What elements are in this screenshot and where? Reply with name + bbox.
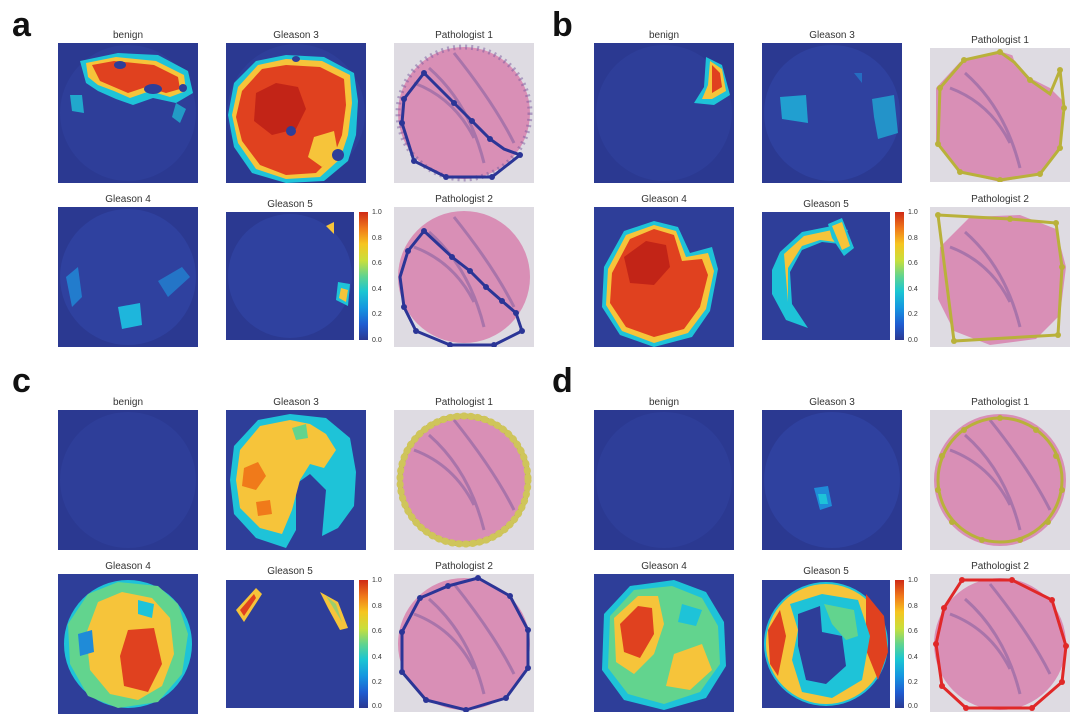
heatmap-gleason5-c bbox=[226, 580, 354, 708]
cbar-b-tick-1: 0.8 bbox=[908, 235, 918, 242]
tile-title-pathologist2-c: Pathologist 2 bbox=[435, 561, 493, 572]
tile-title-pathologist1-a: Pathologist 1 bbox=[435, 30, 493, 41]
tile-title-pathologist2-a: Pathologist 2 bbox=[435, 194, 493, 205]
cbar-a-tick-4: 0.2 bbox=[372, 311, 382, 318]
cbar-b-tick-4: 0.2 bbox=[908, 311, 918, 318]
cbar-d-tick-4: 0.2 bbox=[908, 679, 918, 686]
tile-title-gleason3-b: Gleason 3 bbox=[809, 30, 855, 41]
cbar-a-tick-1: 0.8 bbox=[372, 235, 382, 242]
panel-letter-a: a bbox=[12, 6, 31, 44]
panel-letter-d: d bbox=[552, 362, 573, 400]
histology-pathologist1-c bbox=[394, 410, 534, 550]
tile-title-gleason3-c: Gleason 3 bbox=[273, 397, 319, 408]
cbar-a-tick-5: 0.0 bbox=[372, 337, 382, 344]
cbar-c-tick-5: 0.0 bbox=[372, 703, 382, 710]
cbar-b-tick-3: 0.4 bbox=[908, 286, 918, 293]
panel-letter-b: b bbox=[552, 6, 573, 44]
cbar-a-tick-3: 0.4 bbox=[372, 286, 382, 293]
heatmap-gleason4-b bbox=[594, 207, 734, 347]
tile-title-gleason4-a: Gleason 4 bbox=[105, 194, 151, 205]
heatmap-gleason4-c bbox=[58, 574, 198, 714]
tile-title-pathologist1-b: Pathologist 1 bbox=[971, 35, 1029, 46]
cbar-d-tick-1: 0.8 bbox=[908, 603, 918, 610]
heatmap-gleason4-a bbox=[58, 207, 198, 347]
tile-title-pathologist2-b: Pathologist 2 bbox=[971, 194, 1029, 205]
histology-pathologist2-b bbox=[930, 207, 1070, 347]
cbar-c-tick-0: 1.0 bbox=[372, 577, 382, 584]
heatmap-benign-a bbox=[58, 43, 198, 183]
histology-pathologist1-d bbox=[930, 410, 1070, 550]
cbar-b-tick-2: 0.6 bbox=[908, 260, 918, 267]
cbar-b-tick-0: 1.0 bbox=[908, 209, 918, 216]
cbar-d-tick-5: 0.0 bbox=[908, 703, 918, 710]
tile-title-gleason4-d: Gleason 4 bbox=[641, 561, 687, 572]
tile-title-gleason5-b: Gleason 5 bbox=[803, 199, 849, 210]
heatmap-gleason3-c bbox=[226, 410, 366, 550]
histology-pathologist2-d bbox=[930, 574, 1070, 712]
histology-pathologist2-c bbox=[394, 574, 534, 712]
colorbar-c bbox=[359, 580, 368, 708]
cbar-d-tick-3: 0.4 bbox=[908, 654, 918, 661]
panel-letter-c: c bbox=[12, 362, 31, 400]
colorbar-b bbox=[895, 212, 904, 340]
tile-title-benign-d: benign bbox=[648, 397, 680, 408]
cbar-b-tick-5: 0.0 bbox=[908, 337, 918, 344]
tile-title-benign-a: benign bbox=[112, 30, 144, 41]
heatmap-gleason5-a bbox=[226, 212, 354, 340]
heatmap-gleason3-a bbox=[226, 43, 366, 183]
tile-title-pathologist2-d: Pathologist 2 bbox=[971, 561, 1029, 572]
tile-title-benign-b: benign bbox=[648, 30, 680, 41]
cbar-a-tick-2: 0.6 bbox=[372, 260, 382, 267]
tile-title-benign-c: benign bbox=[112, 397, 144, 408]
tile-title-gleason4-b: Gleason 4 bbox=[641, 194, 687, 205]
heatmap-gleason5-d bbox=[762, 580, 890, 708]
cbar-a-tick-0: 1.0 bbox=[372, 209, 382, 216]
cbar-c-tick-2: 0.6 bbox=[372, 628, 382, 635]
heatmap-benign-b bbox=[594, 43, 734, 183]
heatmap-gleason3-d bbox=[762, 410, 902, 550]
tile-title-gleason5-c: Gleason 5 bbox=[267, 566, 313, 577]
heatmap-gleason3-b bbox=[762, 43, 902, 183]
tile-title-gleason5-a: Gleason 5 bbox=[267, 199, 313, 210]
heatmap-gleason4-d bbox=[594, 574, 734, 712]
heatmap-gleason5-b bbox=[762, 212, 890, 340]
histology-pathologist1-a bbox=[394, 43, 534, 183]
cbar-d-tick-0: 1.0 bbox=[908, 577, 918, 584]
cbar-c-tick-4: 0.2 bbox=[372, 679, 382, 686]
tile-title-gleason3-a: Gleason 3 bbox=[273, 30, 319, 41]
heatmap-benign-c bbox=[58, 410, 198, 550]
cbar-d-tick-2: 0.6 bbox=[908, 628, 918, 635]
tile-title-pathologist1-c: Pathologist 1 bbox=[435, 397, 493, 408]
histology-pathologist2-a bbox=[394, 207, 534, 347]
tile-title-pathologist1-d: Pathologist 1 bbox=[971, 397, 1029, 408]
colorbar-d bbox=[895, 580, 904, 708]
cbar-c-tick-1: 0.8 bbox=[372, 603, 382, 610]
colorbar-a bbox=[359, 212, 368, 340]
cbar-c-tick-3: 0.4 bbox=[372, 654, 382, 661]
tile-title-gleason4-c: Gleason 4 bbox=[105, 561, 151, 572]
tile-title-gleason5-d: Gleason 5 bbox=[803, 566, 849, 577]
heatmap-benign-d bbox=[594, 410, 734, 550]
tile-title-gleason3-d: Gleason 3 bbox=[809, 397, 855, 408]
histology-pathologist1-b bbox=[930, 48, 1070, 182]
